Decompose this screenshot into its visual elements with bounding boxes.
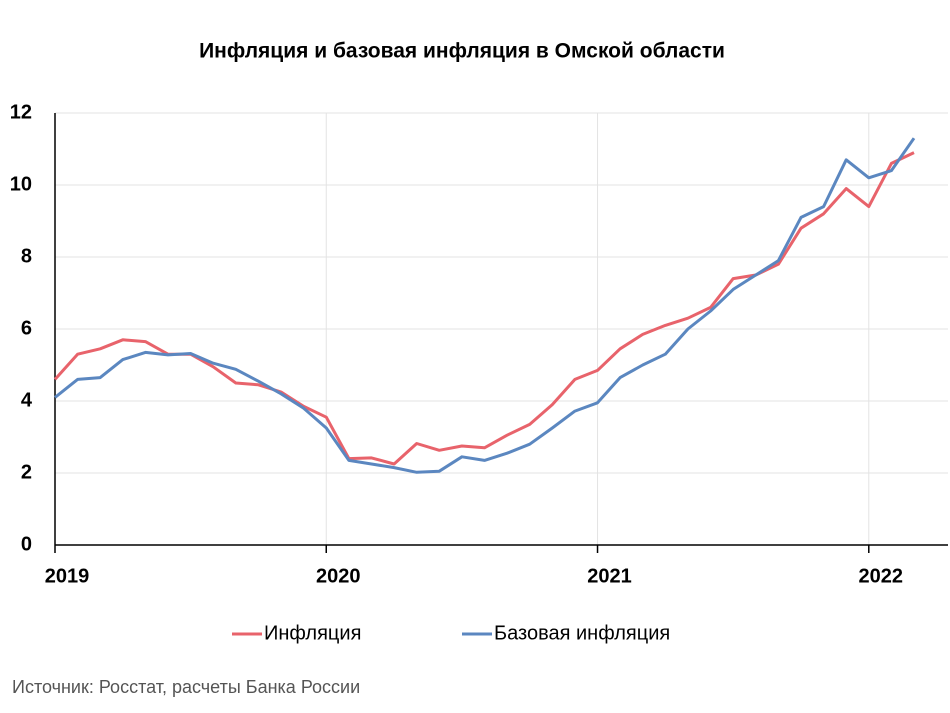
line-series (54, 137, 916, 474)
source-note: Источник: Росстат, расчеты Банка России (12, 677, 360, 697)
y-tick-label: 2 (21, 461, 32, 483)
x-tick-label: 2019 (45, 565, 90, 587)
y-tick-label: 0 (21, 533, 32, 555)
y-tick-label: 10 (10, 173, 32, 195)
legend-label: Инфляция (264, 622, 361, 644)
chart-title: Инфляция и базовая инфляция в Омской обл… (199, 40, 725, 63)
x-tick-label: 2022 (859, 565, 904, 587)
legend-label: Базовая инфляция (494, 622, 670, 644)
y-tick-label: 6 (21, 317, 32, 339)
line-series (53, 151, 915, 466)
y-tick-label: 12 (10, 101, 32, 123)
y-tick-label: 8 (21, 245, 32, 267)
x-tick-label: 2020 (316, 565, 361, 587)
x-tick-label: 2021 (587, 565, 632, 587)
y-tick-label: 4 (21, 389, 33, 411)
